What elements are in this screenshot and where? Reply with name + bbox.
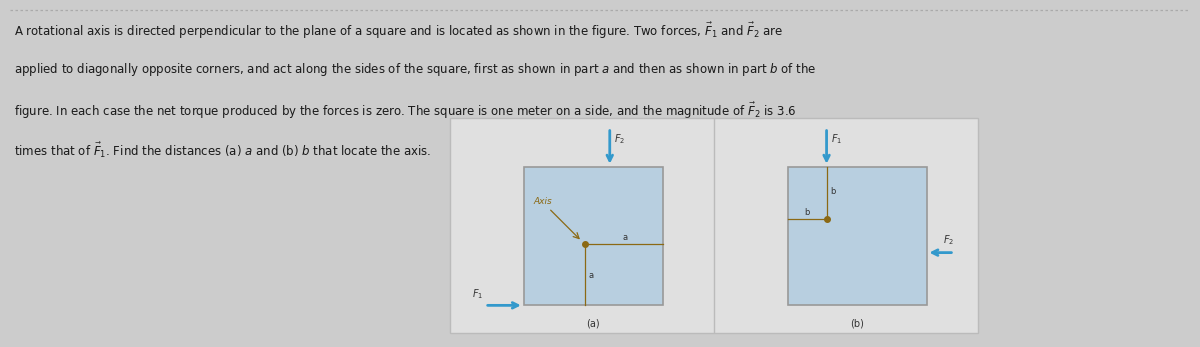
Text: a: a [623, 233, 628, 242]
Text: A rotational axis is directed perpendicular to the plane of a square and is loca: A rotational axis is directed perpendicu… [14, 21, 784, 41]
Text: $F_1$: $F_1$ [473, 287, 484, 301]
Text: b: b [804, 208, 810, 217]
Text: $F_2$: $F_2$ [614, 132, 625, 146]
Text: figure. In each case the net torque produced by the forces is zero. The square i: figure. In each case the net torque prod… [14, 101, 797, 121]
Bar [523, 167, 662, 305]
Text: a: a [589, 271, 594, 280]
Text: Axis: Axis [534, 197, 552, 206]
Text: b: b [830, 187, 836, 196]
Text: $F_1$: $F_1$ [830, 132, 842, 146]
Text: times that of $\vec{F}_1$. Find the distances (a) $a$ and (b) $b$ that locate th: times that of $\vec{F}_1$. Find the dist… [14, 141, 432, 160]
Text: (b): (b) [850, 318, 864, 328]
Text: $F_2$: $F_2$ [943, 233, 954, 247]
Bar [787, 167, 926, 305]
Text: applied to diagonally opposite corners, and act along the sides of the square, f: applied to diagonally opposite corners, … [14, 61, 817, 78]
Text: (a): (a) [587, 318, 600, 328]
